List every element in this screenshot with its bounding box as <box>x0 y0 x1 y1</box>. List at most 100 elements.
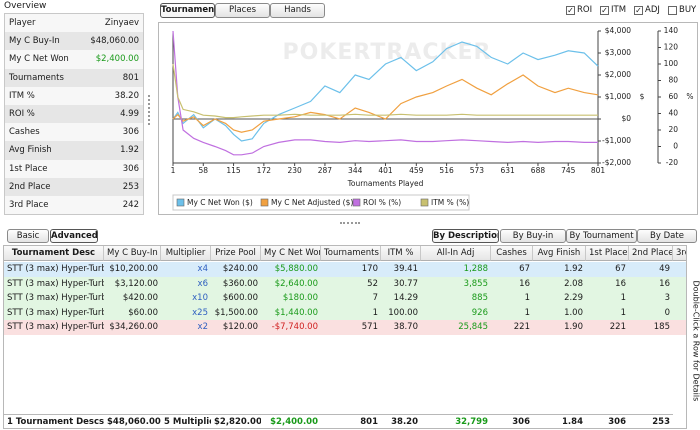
overview-title: Overview <box>4 1 47 11</box>
checkbox[interactable]: ✓ <box>600 6 609 15</box>
footer-cell: $48,060.00 <box>104 414 161 428</box>
y2-tick-label: 120 <box>664 43 679 52</box>
y-tick-label: -$1,000 <box>602 136 631 145</box>
legend-swatch <box>352 198 361 207</box>
table-cell: 52 <box>367 278 378 289</box>
overview-table: Player Zinyaev My C Buy-In $48,060.00 My C N… <box>4 13 144 215</box>
footer-cell: 32,799 <box>421 414 491 428</box>
view-button[interactable]: Advanced <box>50 229 98 243</box>
tab[interactable]: Hands <box>270 3 325 18</box>
table-row[interactable] <box>4 262 686 277</box>
table-cell: 1.00 <box>564 307 583 318</box>
table-cell: 1.90 <box>564 322 583 332</box>
table-cell: $3,120.00 <box>114 278 158 289</box>
overview-label: 1st Place <box>9 163 48 174</box>
column-header[interactable]: Prize Pool <box>211 246 261 261</box>
overview-row: Tournaments 801 <box>5 68 143 87</box>
legend-label: My C Net Won ($) <box>187 198 253 207</box>
legend-label: ROI % (%) <box>363 198 401 207</box>
table-cell: x10 <box>192 293 208 303</box>
x-tick-label: 172 <box>257 166 272 175</box>
x-tick-label: 573 <box>470 166 485 175</box>
column-header[interactable]: Tournament Desc <box>4 246 104 261</box>
column-header[interactable]: 2nd Place <box>629 246 673 261</box>
table-cell: 67 <box>615 264 626 274</box>
overview-value: 306 <box>122 127 139 138</box>
column-header[interactable]: 3rd <box>673 246 686 261</box>
table-row[interactable] <box>4 276 686 291</box>
overview-value: $48,060.00 <box>90 36 139 47</box>
x-tick-label: 58 <box>199 166 209 175</box>
table-cell: 7 <box>372 293 378 303</box>
column-header[interactable]: 1st Place <box>586 246 629 261</box>
table-cell: 1.92 <box>564 264 583 274</box>
table-cell: 221 <box>513 322 530 332</box>
checkbox-label: ADJ <box>645 5 660 15</box>
table-cell: -$7,740.00 <box>271 322 318 332</box>
footer-cell: 253 <box>629 414 673 428</box>
table-row[interactable] <box>4 305 686 320</box>
checkbox-label: ROI <box>577 5 593 15</box>
table-row[interactable] <box>4 320 686 335</box>
table-cell: 1,288 <box>463 264 488 274</box>
splitter <box>148 95 151 125</box>
overview-label: 2nd Place <box>9 181 51 192</box>
table-cell: 885 <box>471 293 488 303</box>
column-header[interactable]: Tournaments <box>321 246 381 261</box>
tab[interactable]: Places <box>215 3 270 18</box>
x-tick-label: 115 <box>226 166 241 175</box>
x-tick-label: 401 <box>378 166 393 175</box>
table-cell: STT (3 max) Hyper-Turbo <box>7 278 104 289</box>
footer-cell: 801 <box>321 414 381 428</box>
column-header[interactable]: My C Buy-In <box>104 246 161 261</box>
footer-cell: 1.84 <box>533 414 586 428</box>
group-button[interactable]: By Tournament <box>566 229 637 243</box>
table-cell: STT (3 max) Hyper-Turbo <box>7 293 104 303</box>
overview-label: 3rd Place <box>9 200 49 211</box>
table-cell: 30.77 <box>393 278 418 289</box>
table-cell: 2.08 <box>564 278 583 289</box>
checkbox[interactable] <box>668 6 677 15</box>
x-tick-label: 516 <box>439 166 454 175</box>
y-tick-label: $2,000 <box>605 70 631 79</box>
table-cell: STT (3 max) Hyper-Turbo <box>7 264 104 274</box>
legend-swatch <box>260 198 269 207</box>
table-cell: $34,260.00 <box>109 322 158 332</box>
overview-label: ITM % <box>9 90 35 101</box>
table-cell: $420.00 <box>122 293 158 303</box>
overview-row: My C Net Won $2,400.00 <box>5 50 143 69</box>
column-header[interactable]: Multiplier <box>161 246 211 261</box>
overview-value: $2,400.00 <box>95 54 139 65</box>
tab[interactable]: Tournament <box>160 3 215 18</box>
legend-swatch <box>420 198 429 207</box>
y-tick-label: $1,000 <box>605 92 631 101</box>
table-cell: 1 <box>372 307 378 318</box>
group-button[interactable]: By Date <box>637 229 697 243</box>
overview-value: 1.92 <box>120 145 139 156</box>
table-cell: 0 <box>664 307 670 318</box>
overview-row: Cashes 306 <box>5 123 143 142</box>
column-header[interactable]: Cashes <box>491 246 533 261</box>
checkbox-label: ITM <box>611 5 627 15</box>
group-button[interactable]: By Description <box>432 229 499 243</box>
overview-value: 242 <box>122 200 139 211</box>
table-cell: STT (3 max) Hyper-Turbo <box>7 322 104 332</box>
column-header[interactable]: My C Net Won <box>261 246 321 261</box>
table-cell: $1,440.00 <box>274 307 318 318</box>
overview-value: Zinyaev <box>104 18 139 29</box>
overview-row: 2nd Place 253 <box>5 177 143 196</box>
table-cell: 170 <box>361 264 378 274</box>
table-row[interactable] <box>4 291 686 306</box>
overview-row: Avg Finish 1.92 <box>5 141 143 160</box>
table-cell: 926 <box>471 307 488 318</box>
checkbox[interactable]: ✓ <box>566 6 575 15</box>
column-header[interactable]: All-In Adj <box>421 246 491 261</box>
checkbox[interactable]: ✓ <box>634 6 643 15</box>
y-tick-label: $4,000 <box>605 26 631 35</box>
view-button[interactable]: Basic <box>7 229 49 243</box>
column-header[interactable]: ITM % <box>381 246 421 261</box>
overview-label: Avg Finish <box>9 145 52 156</box>
group-button[interactable]: By Buy-in <box>500 229 566 243</box>
x-tick-label: 287 <box>318 166 333 175</box>
column-header[interactable]: Avg Finish <box>533 246 586 261</box>
